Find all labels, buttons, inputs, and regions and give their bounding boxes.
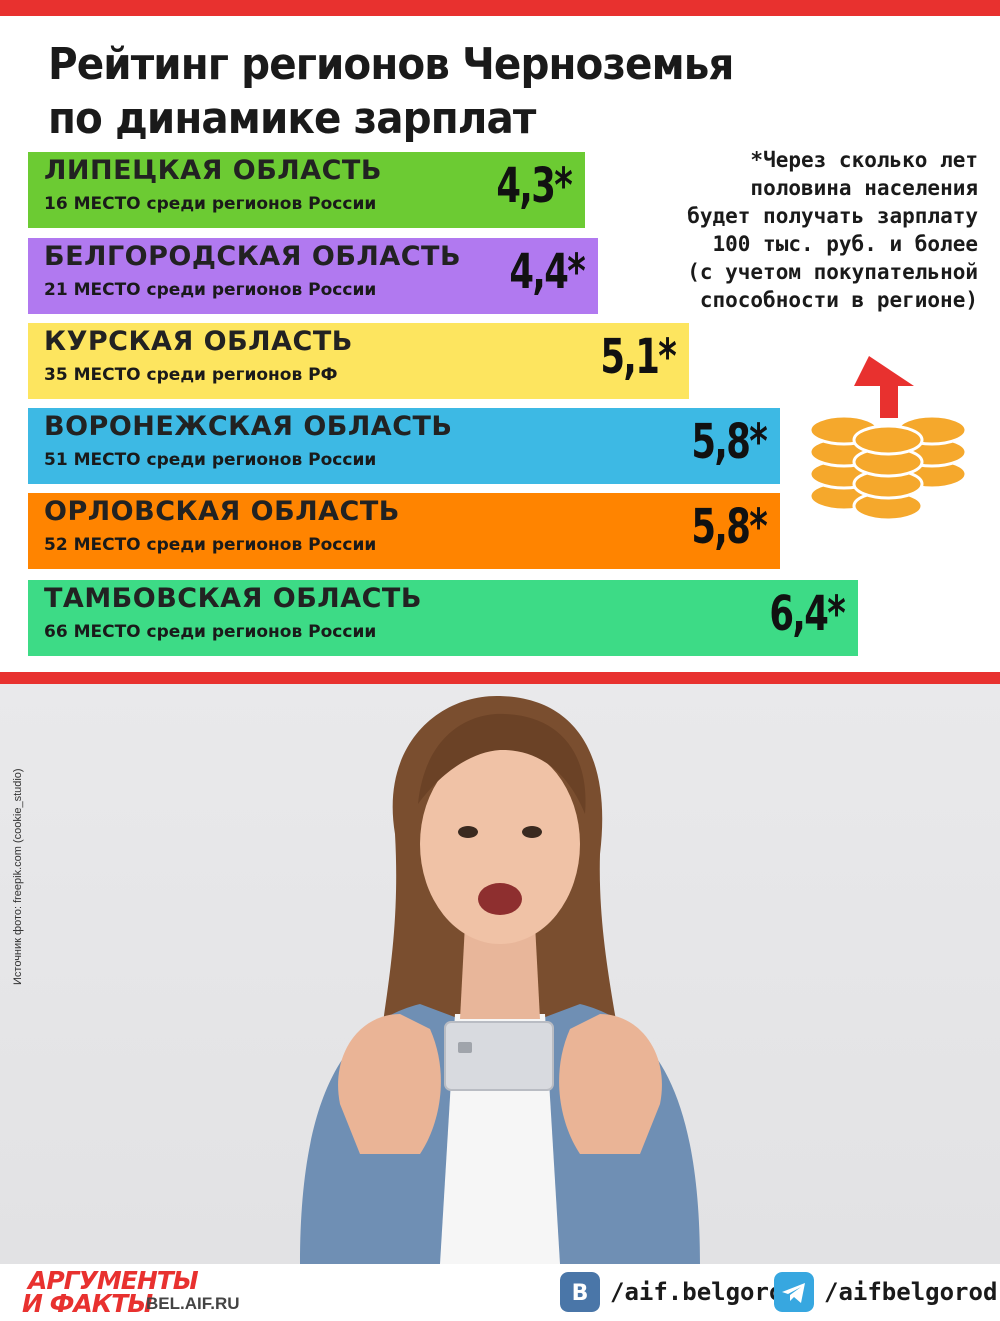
photo-woman-with-card <box>0 684 1000 1264</box>
bar-region-label: ТАМБОВСКАЯ ОБЛАСТЬ <box>44 583 422 614</box>
svg-text:B: B <box>572 1281 589 1306</box>
bar-value-label: 4,3* <box>496 158 572 214</box>
vk-handle[interactable]: /aif.belgorod <box>610 1278 798 1306</box>
top-stripe <box>0 0 1000 16</box>
photo-credit: Источник фото: freepik.com (cookie_studi… <box>12 768 24 985</box>
bar: ТАМБОВСКАЯ ОБЛАСТЬ 66 МЕСТО среди регионо… <box>28 580 858 656</box>
bar-rank-label: 21 МЕСТО среди регионов России <box>44 280 377 300</box>
bar-rank-label: 51 МЕСТО среди регионов России <box>44 450 377 470</box>
coins-arrow-icon <box>808 356 968 522</box>
logo-line1[interactable]: АРГУМЕНТЫ <box>28 1266 199 1295</box>
bar-value-label: 6,4* <box>769 586 845 642</box>
telegram-handle[interactable]: /aifbelgorod <box>824 1278 998 1306</box>
bar-value-label: 5,1* <box>600 329 676 385</box>
bar-region-label: КУРСКАЯ ОБЛАСТЬ <box>44 326 353 357</box>
logo-line2[interactable]: И ФАКТЫ <box>22 1289 153 1318</box>
bar-value-label: 4,4* <box>509 244 585 300</box>
bar-value-label: 5,8* <box>691 499 767 555</box>
bar: ОРЛОВСКАЯ ОБЛАСТЬ 52 МЕСТО среди регионов… <box>28 493 780 569</box>
divider-stripe <box>0 672 1000 684</box>
bar: ЛИПЕЦКАЯ ОБЛАСТЬ 16 МЕСТО среди регионов … <box>28 152 585 228</box>
bar-rank-label: 16 МЕСТО среди регионов России <box>44 194 377 214</box>
bar-region-label: БЕЛГОРОДСКАЯ ОБЛАСТЬ <box>44 241 462 272</box>
chart-title: Рейтинг регионов Черноземья по динамике … <box>48 39 734 144</box>
bar: ВОРОНЕЖСКАЯ ОБЛАСТЬ 51 МЕСТО среди регион… <box>28 408 780 484</box>
footer <box>0 1264 1000 1321</box>
bar-rank-label: 52 МЕСТО среди регионов России <box>44 535 377 555</box>
bar: КУРСКАЯ ОБЛАСТЬ 35 МЕСТО среди регионов Р… <box>28 323 689 399</box>
bar-region-label: ЛИПЕЦКАЯ ОБЛАСТЬ <box>44 155 382 186</box>
footnote: *Через сколько лет половина населения бу… <box>687 148 978 312</box>
bar-rank-label: 35 МЕСТО среди регионов РФ <box>44 365 338 385</box>
social-vk[interactable]: B /aif.belgorod <box>560 1272 798 1312</box>
logo-site[interactable]: BEL.AIF.RU <box>146 1294 240 1313</box>
social-telegram[interactable]: /aifbelgorod <box>774 1272 997 1312</box>
telegram-icon <box>774 1272 814 1312</box>
bar-value-label: 5,8* <box>691 414 767 470</box>
bar-region-label: ОРЛОВСКАЯ ОБЛАСТЬ <box>44 496 400 527</box>
bar: БЕЛГОРОДСКАЯ ОБЛАСТЬ 21 МЕСТО среди регио… <box>28 238 598 314</box>
bar-rank-label: 66 МЕСТО среди регионов России <box>44 622 377 642</box>
bar-region-label: ВОРОНЕЖСКАЯ ОБЛАСТЬ <box>44 411 453 442</box>
vk-icon: B <box>560 1272 600 1312</box>
